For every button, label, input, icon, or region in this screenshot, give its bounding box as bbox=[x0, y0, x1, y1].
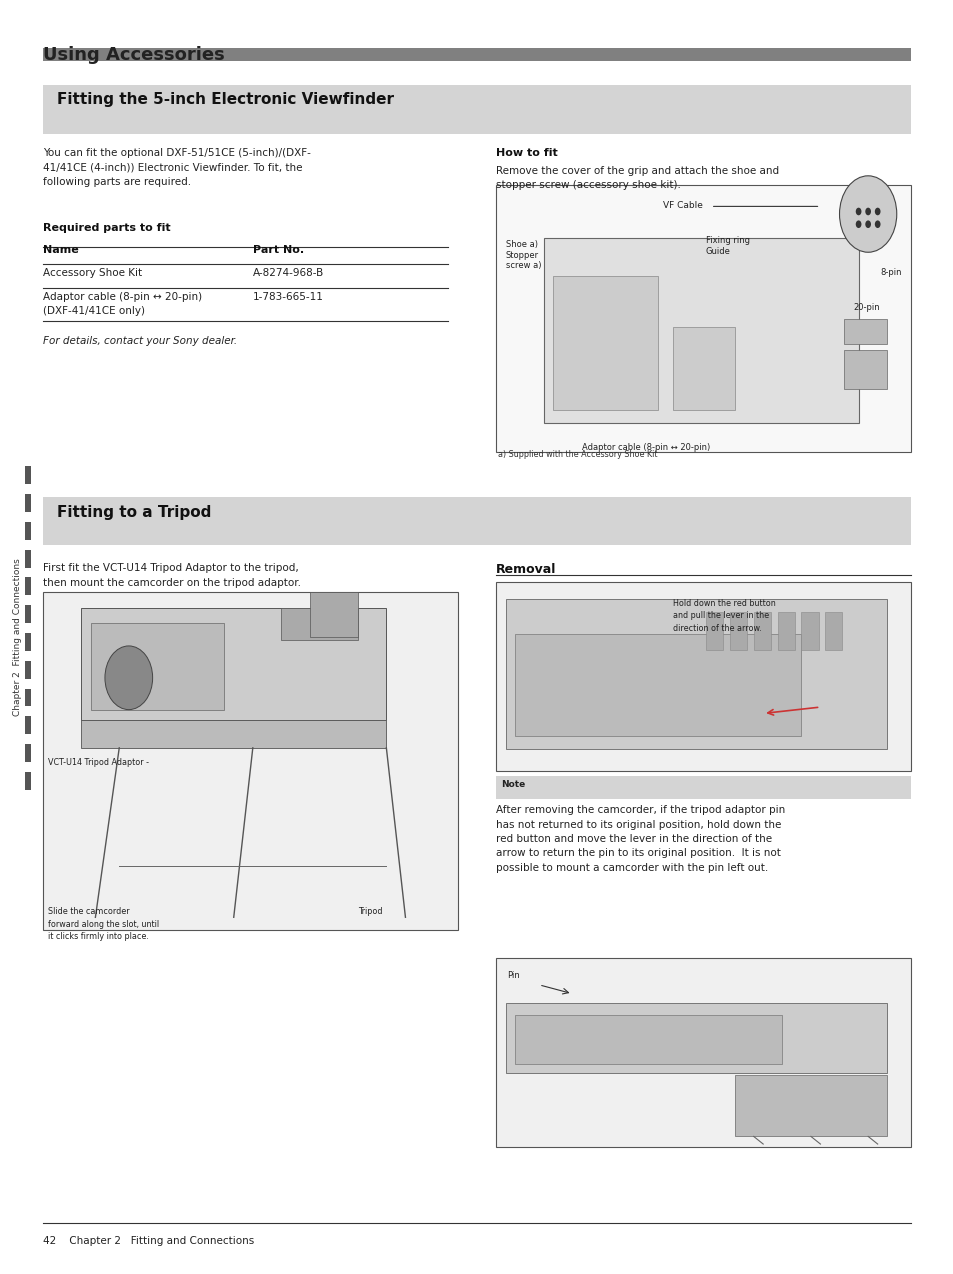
Text: After removing the camcorder, if the tripod adaptor pin
has not returned to its : After removing the camcorder, if the tri… bbox=[496, 805, 784, 873]
Text: Slide the camcorder
forward along the slot, until
it clicks firmly into place.: Slide the camcorder forward along the sl… bbox=[48, 907, 158, 941]
Bar bbox=[310, 592, 357, 637]
Bar bbox=[43, 497, 910, 545]
Circle shape bbox=[874, 220, 880, 228]
Bar bbox=[281, 608, 357, 640]
Text: 20-pin: 20-pin bbox=[853, 303, 880, 312]
Text: Tripod: Tripod bbox=[357, 907, 382, 916]
Bar bbox=[25, 716, 31, 734]
Text: Fixing ring: Fixing ring bbox=[705, 236, 749, 245]
Text: Shoe a): Shoe a) bbox=[505, 240, 537, 248]
Bar bbox=[496, 958, 910, 1147]
Bar bbox=[543, 238, 858, 423]
Bar bbox=[505, 599, 886, 749]
Text: Using Accessories: Using Accessories bbox=[43, 46, 225, 64]
Text: Accessory Shoe Kit: Accessory Shoe Kit bbox=[43, 268, 142, 278]
Text: 1-783-665-11: 1-783-665-11 bbox=[253, 292, 323, 302]
Circle shape bbox=[864, 208, 870, 215]
Bar bbox=[25, 689, 31, 707]
Bar bbox=[553, 276, 658, 410]
Bar bbox=[43, 85, 910, 134]
Bar bbox=[496, 582, 910, 771]
Bar bbox=[25, 772, 31, 790]
Text: Adaptor cable (8-pin ↔ 20-pin)
(DXF-41/41CE only): Adaptor cable (8-pin ↔ 20-pin) (DXF-41/4… bbox=[43, 292, 202, 316]
Bar bbox=[672, 327, 734, 410]
Text: 42    Chapter 2   Fitting and Connections: 42 Chapter 2 Fitting and Connections bbox=[43, 1236, 253, 1246]
Bar bbox=[505, 1003, 886, 1073]
Circle shape bbox=[839, 176, 896, 252]
Bar bbox=[25, 661, 31, 679]
Text: Name: Name bbox=[43, 245, 78, 255]
Bar bbox=[843, 350, 886, 389]
Circle shape bbox=[874, 208, 880, 215]
Text: How to fit: How to fit bbox=[496, 148, 558, 158]
Bar bbox=[25, 466, 31, 484]
Circle shape bbox=[864, 220, 870, 228]
Bar bbox=[25, 494, 31, 512]
Text: 8-pin: 8-pin bbox=[880, 268, 902, 276]
Text: Fitting the 5-inch Electronic Viewfinder: Fitting the 5-inch Electronic Viewfinder bbox=[57, 92, 394, 107]
Bar bbox=[496, 185, 910, 452]
Bar bbox=[515, 1015, 781, 1064]
Circle shape bbox=[855, 208, 861, 215]
Text: Required parts to fit: Required parts to fit bbox=[43, 223, 171, 233]
Circle shape bbox=[105, 646, 152, 710]
Bar bbox=[515, 634, 801, 736]
Text: You can fit the optional DXF-51/51CE (5-inch)/(DXF-
41/41CE (4-inch)) Electronic: You can fit the optional DXF-51/51CE (5-… bbox=[43, 148, 311, 187]
Bar bbox=[25, 633, 31, 651]
Text: Remove the cover of the grip and attach the shoe and
stopper screw (accessory sh: Remove the cover of the grip and attach … bbox=[496, 166, 779, 190]
Bar bbox=[843, 318, 886, 344]
Bar bbox=[705, 612, 722, 650]
Text: First fit the VCT-U14 Tripod Adaptor to the tripod,
then mount the camcorder on : First fit the VCT-U14 Tripod Adaptor to … bbox=[43, 563, 300, 587]
Text: screw a): screw a) bbox=[505, 261, 540, 270]
Text: Fitting to a Tripod: Fitting to a Tripod bbox=[57, 505, 212, 520]
Bar bbox=[801, 612, 818, 650]
Text: Part No.: Part No. bbox=[253, 245, 304, 255]
Text: Guide: Guide bbox=[705, 247, 730, 256]
Text: For details, contact your Sony dealer.: For details, contact your Sony dealer. bbox=[43, 336, 236, 347]
Text: Pin: Pin bbox=[507, 971, 519, 980]
Text: VCT-U14 Tripod Adaptor -: VCT-U14 Tripod Adaptor - bbox=[48, 758, 149, 767]
Text: a) Supplied with the Accessory Shoe Kit: a) Supplied with the Accessory Shoe Kit bbox=[497, 450, 657, 459]
Bar bbox=[81, 720, 386, 748]
Bar bbox=[25, 744, 31, 762]
Bar bbox=[43, 592, 457, 930]
Bar bbox=[25, 522, 31, 540]
Text: Note: Note bbox=[500, 780, 524, 789]
Bar bbox=[81, 608, 386, 720]
Bar bbox=[43, 48, 910, 61]
Bar bbox=[734, 1075, 886, 1136]
Text: VF Cable: VF Cable bbox=[662, 201, 702, 210]
Text: A-8274-968-B: A-8274-968-B bbox=[253, 268, 324, 278]
Bar bbox=[496, 776, 910, 799]
Bar bbox=[777, 612, 794, 650]
Bar bbox=[729, 612, 746, 650]
Bar bbox=[753, 612, 770, 650]
Circle shape bbox=[855, 220, 861, 228]
Text: Hold down the red button
and pull the lever in the
direction of the arrow.: Hold down the red button and pull the le… bbox=[672, 599, 775, 633]
Text: Stopper: Stopper bbox=[505, 251, 538, 260]
Bar bbox=[91, 623, 224, 710]
Bar bbox=[25, 605, 31, 623]
Bar bbox=[824, 612, 841, 650]
Bar bbox=[25, 577, 31, 595]
Text: Adaptor cable (8-pin ↔ 20-pin): Adaptor cable (8-pin ↔ 20-pin) bbox=[581, 443, 709, 452]
Text: Removal: Removal bbox=[496, 563, 556, 576]
Bar bbox=[25, 549, 31, 567]
Text: Chapter 2  Fitting and Connections: Chapter 2 Fitting and Connections bbox=[12, 558, 22, 716]
